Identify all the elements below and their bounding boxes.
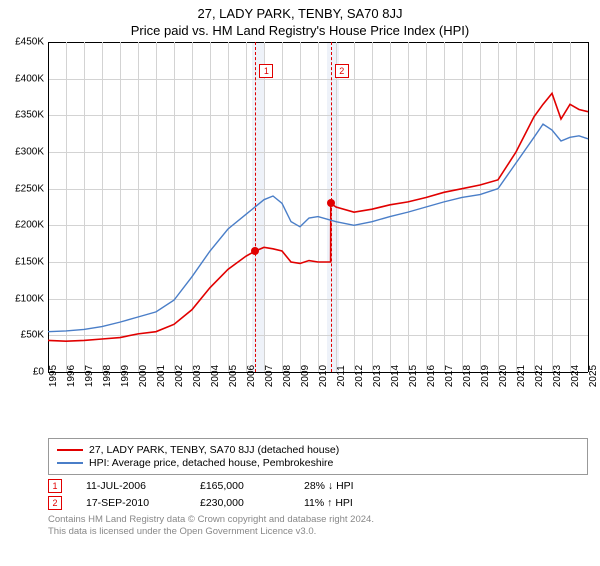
y-tick-label: £450K <box>0 37 44 48</box>
footer-line-2: This data is licensed under the Open Gov… <box>48 526 588 538</box>
sale-point <box>327 199 335 207</box>
y-tick-label: £200K <box>0 220 44 231</box>
x-tick-label: 2015 <box>408 365 419 387</box>
x-tick-label: 2025 <box>588 365 599 387</box>
chart-container: 27, LADY PARK, TENBY, SA70 8JJ Price pai… <box>0 6 600 566</box>
sale-row: 2 17-SEP-2010 £230,000 11% ↑ HPI <box>48 496 588 510</box>
x-tick-label: 2006 <box>246 365 257 387</box>
x-tick-label: 2002 <box>174 365 185 387</box>
y-tick-label: £0 <box>0 367 44 378</box>
sale-price: £230,000 <box>200 497 280 509</box>
x-tick-label: 2024 <box>570 365 581 387</box>
x-tick-label: 1996 <box>66 365 77 387</box>
y-tick-label: £250K <box>0 183 44 194</box>
x-tick-label: 1995 <box>48 365 59 387</box>
sale-index: 1 <box>48 479 62 493</box>
x-tick-label: 2016 <box>426 365 437 387</box>
y-tick-label: £350K <box>0 110 44 121</box>
grid-line-v <box>588 42 589 372</box>
y-tick-label: £100K <box>0 293 44 304</box>
chart-area: 12 £0£50K£100K£150K£200K£250K£300K£350K£… <box>48 42 588 402</box>
x-tick-label: 2003 <box>192 365 203 387</box>
chart-title: 27, LADY PARK, TENBY, SA70 8JJ <box>0 6 600 21</box>
x-tick-label: 2014 <box>390 365 401 387</box>
x-tick-label: 2013 <box>372 365 383 387</box>
x-tick-label: 2017 <box>444 365 455 387</box>
sale-index: 2 <box>48 496 62 510</box>
x-tick-label: 2020 <box>498 365 509 387</box>
sale-date: 11-JUL-2006 <box>86 480 176 492</box>
x-tick-label: 2008 <box>282 365 293 387</box>
legend-item: 27, LADY PARK, TENBY, SA70 8JJ (detached… <box>57 444 579 456</box>
y-tick-label: £300K <box>0 147 44 158</box>
x-tick-label: 2021 <box>516 365 527 387</box>
x-tick-label: 2023 <box>552 365 563 387</box>
line-plot <box>48 42 588 372</box>
x-tick-label: 2010 <box>318 365 329 387</box>
x-tick-label: 1998 <box>102 365 113 387</box>
x-tick-label: 2005 <box>228 365 239 387</box>
series-line <box>48 93 588 341</box>
x-tick-label: 2019 <box>480 365 491 387</box>
sale-price: £165,000 <box>200 480 280 492</box>
sales-table: 1 11-JUL-2006 £165,000 28% ↓ HPI 2 17-SEP-201… <box>48 479 588 510</box>
x-tick-label: 2022 <box>534 365 545 387</box>
series-line <box>48 124 588 332</box>
sale-row: 1 11-JUL-2006 £165,000 28% ↓ HPI <box>48 479 588 493</box>
y-tick-label: £400K <box>0 73 44 84</box>
sale-date: 17-SEP-2010 <box>86 497 176 509</box>
legend-swatch <box>57 462 83 464</box>
legend: 27, LADY PARK, TENBY, SA70 8JJ (detached… <box>48 438 588 475</box>
event-marker: 1 <box>259 64 273 78</box>
x-tick-label: 2011 <box>336 365 347 387</box>
legend-swatch <box>57 449 83 451</box>
sale-delta: 11% ↑ HPI <box>304 497 394 509</box>
x-tick-label: 1999 <box>120 365 131 387</box>
x-tick-label: 1997 <box>84 365 95 387</box>
x-tick-label: 2018 <box>462 365 473 387</box>
y-tick-label: £50K <box>0 330 44 341</box>
footer-line-1: Contains HM Land Registry data © Crown c… <box>48 514 588 526</box>
footer: Contains HM Land Registry data © Crown c… <box>48 514 588 538</box>
legend-item: HPI: Average price, detached house, Pemb… <box>57 457 579 469</box>
x-tick-label: 2000 <box>138 365 149 387</box>
x-tick-label: 2012 <box>354 365 365 387</box>
sale-delta: 28% ↓ HPI <box>304 480 394 492</box>
x-tick-label: 2001 <box>156 365 167 387</box>
chart-subtitle: Price paid vs. HM Land Registry's House … <box>0 23 600 38</box>
legend-label: HPI: Average price, detached house, Pemb… <box>89 457 333 469</box>
x-tick-label: 2009 <box>300 365 311 387</box>
y-tick-label: £150K <box>0 257 44 268</box>
legend-label: 27, LADY PARK, TENBY, SA70 8JJ (detached… <box>89 444 339 456</box>
x-tick-label: 2004 <box>210 365 221 387</box>
event-marker: 2 <box>335 64 349 78</box>
sale-point <box>251 247 259 255</box>
x-tick-label: 2007 <box>264 365 275 387</box>
